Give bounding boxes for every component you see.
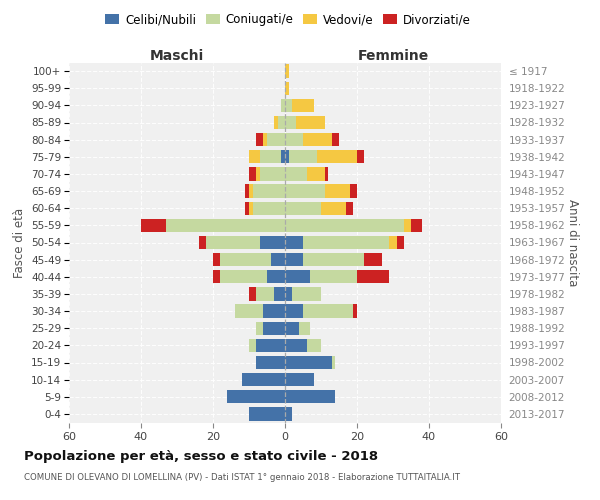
Bar xyxy=(274,116,278,129)
Bar xyxy=(307,167,325,180)
Bar xyxy=(285,202,321,215)
Bar xyxy=(263,133,267,146)
Bar xyxy=(206,236,260,249)
Bar xyxy=(220,253,271,266)
Bar xyxy=(292,287,321,300)
Bar xyxy=(285,236,303,249)
Bar xyxy=(285,338,307,352)
Bar xyxy=(289,150,317,164)
Bar xyxy=(285,356,332,369)
Bar xyxy=(242,373,285,386)
Bar xyxy=(285,167,307,180)
Bar xyxy=(364,253,382,266)
Bar xyxy=(256,356,285,369)
Bar xyxy=(397,236,404,249)
Bar xyxy=(285,184,325,198)
Bar xyxy=(285,116,296,129)
Bar xyxy=(332,356,335,369)
Bar xyxy=(256,167,260,180)
Bar xyxy=(389,236,397,249)
Bar xyxy=(292,98,314,112)
Bar xyxy=(271,253,285,266)
Bar xyxy=(274,287,285,300)
Bar xyxy=(411,218,422,232)
Bar xyxy=(317,150,357,164)
Bar xyxy=(199,236,206,249)
Bar xyxy=(285,64,289,78)
Bar xyxy=(235,304,263,318)
Bar xyxy=(253,202,285,215)
Legend: Celibi/Nubili, Coniugati/e, Vedovi/e, Divorziati/e: Celibi/Nubili, Coniugati/e, Vedovi/e, Di… xyxy=(100,8,476,31)
Bar xyxy=(285,270,310,283)
Text: Femmine: Femmine xyxy=(358,48,428,62)
Bar xyxy=(249,287,256,300)
Bar xyxy=(307,338,321,352)
Bar xyxy=(260,150,281,164)
Bar xyxy=(281,98,285,112)
Bar xyxy=(267,133,285,146)
Bar xyxy=(256,338,285,352)
Bar xyxy=(166,218,285,232)
Bar xyxy=(285,322,299,335)
Bar xyxy=(285,253,303,266)
Bar xyxy=(263,322,285,335)
Bar xyxy=(303,133,332,146)
Bar xyxy=(249,338,256,352)
Bar xyxy=(285,390,335,404)
Bar xyxy=(332,133,339,146)
Bar xyxy=(141,218,166,232)
Bar xyxy=(249,184,253,198)
Bar xyxy=(404,218,411,232)
Bar xyxy=(263,304,285,318)
Bar xyxy=(249,407,285,420)
Bar xyxy=(346,202,353,215)
Bar xyxy=(285,82,289,95)
Bar xyxy=(278,116,285,129)
Bar xyxy=(299,322,310,335)
Bar xyxy=(285,304,303,318)
Bar xyxy=(285,287,292,300)
Bar xyxy=(249,202,253,215)
Bar xyxy=(357,270,389,283)
Bar xyxy=(325,167,328,180)
Bar xyxy=(285,98,292,112)
Bar xyxy=(256,287,274,300)
Text: COMUNE DI OLEVANO DI LOMELLINA (PV) - Dati ISTAT 1° gennaio 2018 - Elaborazione : COMUNE DI OLEVANO DI LOMELLINA (PV) - Da… xyxy=(24,472,460,482)
Bar xyxy=(296,116,325,129)
Bar xyxy=(260,236,285,249)
Bar xyxy=(245,202,249,215)
Bar xyxy=(267,270,285,283)
Bar xyxy=(285,373,314,386)
Bar xyxy=(249,150,260,164)
Bar xyxy=(310,270,357,283)
Bar xyxy=(245,184,249,198)
Text: Popolazione per età, sesso e stato civile - 2018: Popolazione per età, sesso e stato civil… xyxy=(24,450,378,463)
Bar xyxy=(303,304,353,318)
Y-axis label: Anni di nascita: Anni di nascita xyxy=(566,199,579,286)
Bar xyxy=(285,407,292,420)
Bar xyxy=(213,253,220,266)
Bar xyxy=(285,218,404,232)
Bar xyxy=(253,184,285,198)
Bar xyxy=(256,133,263,146)
Bar xyxy=(213,270,220,283)
Text: Maschi: Maschi xyxy=(150,48,204,62)
Bar xyxy=(281,150,285,164)
Bar xyxy=(357,150,364,164)
Bar xyxy=(285,133,303,146)
Bar xyxy=(353,304,357,318)
Bar xyxy=(220,270,267,283)
Bar xyxy=(285,150,289,164)
Bar xyxy=(260,167,285,180)
Bar xyxy=(321,202,346,215)
Bar xyxy=(249,167,256,180)
Bar xyxy=(227,390,285,404)
Bar xyxy=(303,253,364,266)
Y-axis label: Fasce di età: Fasce di età xyxy=(13,208,26,278)
Bar xyxy=(256,322,263,335)
Bar xyxy=(325,184,350,198)
Bar xyxy=(350,184,357,198)
Bar xyxy=(303,236,389,249)
